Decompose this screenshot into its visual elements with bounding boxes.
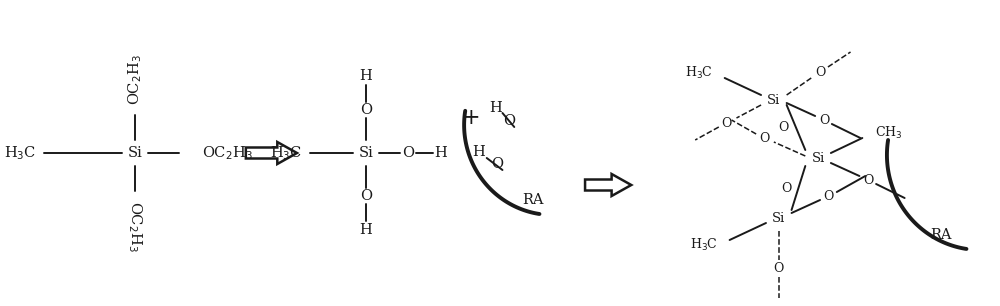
Text: O: O <box>863 174 873 186</box>
Text: O: O <box>815 65 825 79</box>
Text: O: O <box>781 181 792 195</box>
Text: H: H <box>359 69 372 83</box>
Text: O: O <box>759 132 769 144</box>
Text: H$_3$C: H$_3$C <box>690 237 718 253</box>
Text: O: O <box>491 157 504 171</box>
Text: O: O <box>721 117 732 129</box>
Text: H: H <box>434 146 447 160</box>
Text: O: O <box>360 189 372 203</box>
Text: H$_3$C: H$_3$C <box>270 144 302 162</box>
Text: H$_3$C: H$_3$C <box>685 65 713 81</box>
Text: H: H <box>472 145 485 159</box>
Text: H$_3$C: H$_3$C <box>4 144 36 162</box>
Text: O: O <box>360 103 372 117</box>
Text: +: + <box>462 107 480 129</box>
Text: Si: Si <box>772 211 785 225</box>
Text: Si: Si <box>811 151 825 165</box>
Text: Si: Si <box>358 146 373 160</box>
Text: OC$_2$H$_3$: OC$_2$H$_3$ <box>202 144 252 162</box>
Text: OC$_2$H$_3$: OC$_2$H$_3$ <box>126 54 144 105</box>
Text: O: O <box>774 263 784 275</box>
Text: O: O <box>819 114 829 126</box>
Text: O: O <box>824 189 834 203</box>
Text: CH$_3$: CH$_3$ <box>875 125 903 141</box>
Text: O: O <box>778 121 789 133</box>
Text: O: O <box>402 146 414 160</box>
Text: RA: RA <box>522 193 544 207</box>
Text: Si: Si <box>127 146 142 160</box>
Text: H: H <box>359 223 372 237</box>
FancyArrow shape <box>585 174 631 196</box>
Text: H: H <box>489 101 502 115</box>
Text: OC$_2$H$_3$: OC$_2$H$_3$ <box>126 201 144 252</box>
Text: O: O <box>503 114 515 128</box>
Text: RA: RA <box>930 228 952 242</box>
FancyArrow shape <box>246 142 297 164</box>
Text: Si: Si <box>767 94 780 106</box>
